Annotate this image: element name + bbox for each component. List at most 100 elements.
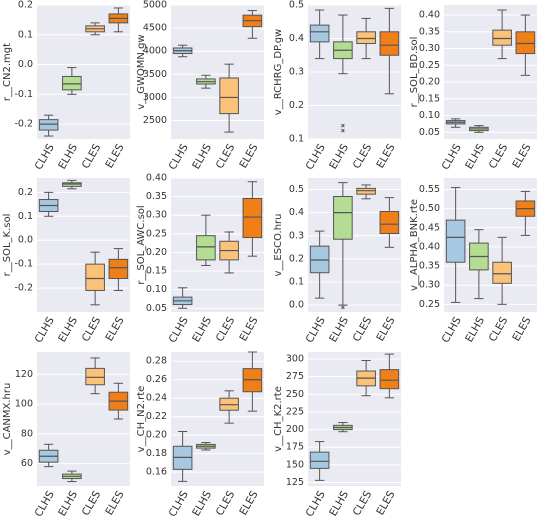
- y-tick-label: 0.20: [146, 247, 167, 258]
- x-tick-label: ELHS: [327, 315, 351, 345]
- y-tick-label: 0.05: [146, 303, 167, 314]
- box: [108, 258, 129, 280]
- y-axis-label: r__SOL_AWC.sol: [136, 205, 147, 284]
- y-tick-label: 0.2: [18, 0, 33, 11]
- box: [379, 369, 400, 390]
- box: [515, 31, 536, 55]
- y-axis-label: v__ALPHA_BNK.rte: [409, 199, 420, 291]
- y-tick-label: 3000: [143, 92, 167, 103]
- y-tick-label: 0.2: [289, 253, 304, 264]
- y-tick-label: 125: [286, 477, 304, 488]
- y-tick-label: 4000: [143, 46, 167, 57]
- x-tick-label: ELHS: [327, 142, 351, 172]
- y-tick-label: 0.1: [18, 29, 33, 40]
- x-tick-label: ELHS: [463, 315, 487, 345]
- y-tick-label: -0.2: [14, 119, 33, 130]
- x-tick-label: CLES: [487, 315, 511, 344]
- subplot: 0.16 0.18 0.20 0.22 0.24 0.26 0.28 v__CH_N2.rte…: [136, 351, 264, 519]
- x-tick-label: CLES: [80, 315, 104, 344]
- x-tick-label: CLHS: [167, 315, 191, 345]
- x-tick-label: CLES: [351, 315, 375, 344]
- y-tick-label: 0.05: [419, 127, 440, 138]
- box: [492, 261, 512, 284]
- x-tick-label: CLES: [214, 489, 238, 518]
- y-tick-label: 80: [21, 428, 33, 439]
- y-tick-label: 0.30: [419, 43, 440, 54]
- y-tick-label: 0.5: [289, 0, 304, 11]
- subplot: -0.2 -0.1 0.0 0.1 0.2 r__SOL_K.sol CLHS ELHS CLE…: [2, 178, 130, 345]
- x-tick-label: ELES: [374, 315, 397, 344]
- y-tick-label: 200: [286, 424, 304, 435]
- y-tick-label: 0.40: [146, 173, 167, 184]
- x-tick-label: ELES: [103, 315, 126, 344]
- x-tick-label: CLES: [80, 489, 104, 518]
- y-tick-label: -0.1: [14, 89, 33, 100]
- y-axis-label: r__SOL_K.sol: [2, 214, 13, 277]
- y-tick-label: 0.0: [289, 300, 304, 311]
- y-tick-label: 60: [21, 458, 33, 469]
- y-tick-label: 0.3: [289, 230, 304, 241]
- y-axis-label: r__SOL_BD.sol: [409, 37, 420, 108]
- outlier: [341, 123, 345, 128]
- y-tick-label: 120: [15, 369, 33, 380]
- y-tick-label: 0.28: [146, 356, 167, 367]
- y-tick-label: 0.40: [419, 10, 440, 21]
- x-tick-label: ELES: [103, 489, 126, 518]
- y-tick-label: 0.5: [289, 184, 304, 195]
- box: [333, 195, 353, 240]
- x-tick-label: ELES: [510, 315, 533, 344]
- y-tick-label: 0.15: [146, 266, 167, 277]
- box: [445, 219, 466, 263]
- subplot: 0.1 0.2 0.3 0.4 0.5 v__RCHRG_DP.gw CLHS ELHS CLE…: [273, 0, 401, 172]
- x-tick-label: ELHS: [190, 142, 214, 172]
- y-tick-label: 275: [286, 371, 304, 382]
- box: [85, 263, 105, 291]
- y-tick-label: 0.20: [146, 430, 167, 441]
- y-tick-label: 0.16: [146, 467, 167, 478]
- y-tick-label: 0.10: [419, 110, 440, 121]
- y-tick-label: 150: [286, 459, 304, 470]
- x-tick-label: CLES: [80, 142, 104, 171]
- x-tick-label: ELES: [374, 142, 397, 171]
- x-tick-label: CLES: [351, 142, 375, 171]
- x-tick-label: CLES: [351, 489, 375, 518]
- y-axis-label: v__CH_N2.rte: [136, 386, 147, 453]
- y-tick-label: 0.22: [146, 411, 167, 422]
- box: [62, 75, 82, 91]
- box: [38, 119, 59, 131]
- subplot: 0.05 0.10 0.15 0.20 0.25 0.30 0.35 0.40 r__SOL_B…: [409, 5, 537, 172]
- x-tick-label: CLHS: [440, 142, 464, 172]
- y-tick-label: 0.1: [289, 276, 304, 287]
- box: [309, 451, 330, 469]
- y-tick-label: 0.20: [419, 77, 440, 88]
- box: [85, 367, 105, 386]
- y-tick-label: 4500: [143, 23, 167, 34]
- y-tick-label: 0.3: [289, 67, 304, 78]
- y-tick-label: 0.4: [289, 33, 304, 44]
- y-tick-label: 0.45: [419, 222, 440, 233]
- x-tick-label: CLES: [214, 315, 238, 344]
- plot-area: [37, 5, 130, 139]
- y-tick-label: 0.15: [419, 93, 440, 104]
- box: [219, 77, 239, 115]
- y-axis-label: v__ESCO.hru: [273, 214, 284, 277]
- x-tick-label: ELHS: [56, 315, 80, 345]
- x-tick-label: ELES: [103, 142, 126, 171]
- y-tick-label: 0.4: [289, 207, 304, 218]
- y-tick-label: 0.24: [146, 393, 167, 404]
- y-tick-label: 0.40: [419, 241, 440, 252]
- y-tick-label: 300: [286, 354, 304, 365]
- x-tick-label: ELHS: [190, 315, 214, 345]
- y-tick-label: 0.35: [419, 26, 440, 37]
- plot-area: [37, 178, 130, 312]
- y-tick-label: 0.55: [419, 184, 440, 195]
- y-tick-label: 250: [286, 389, 304, 400]
- y-tick-label: 0.25: [419, 60, 440, 71]
- y-tick-label: 0.35: [419, 261, 440, 272]
- x-tick-label: CLHS: [167, 489, 191, 519]
- y-tick-label: -0.1: [14, 259, 33, 270]
- x-tick-label: CLHS: [167, 142, 191, 172]
- x-tick-label: ELHS: [56, 489, 80, 519]
